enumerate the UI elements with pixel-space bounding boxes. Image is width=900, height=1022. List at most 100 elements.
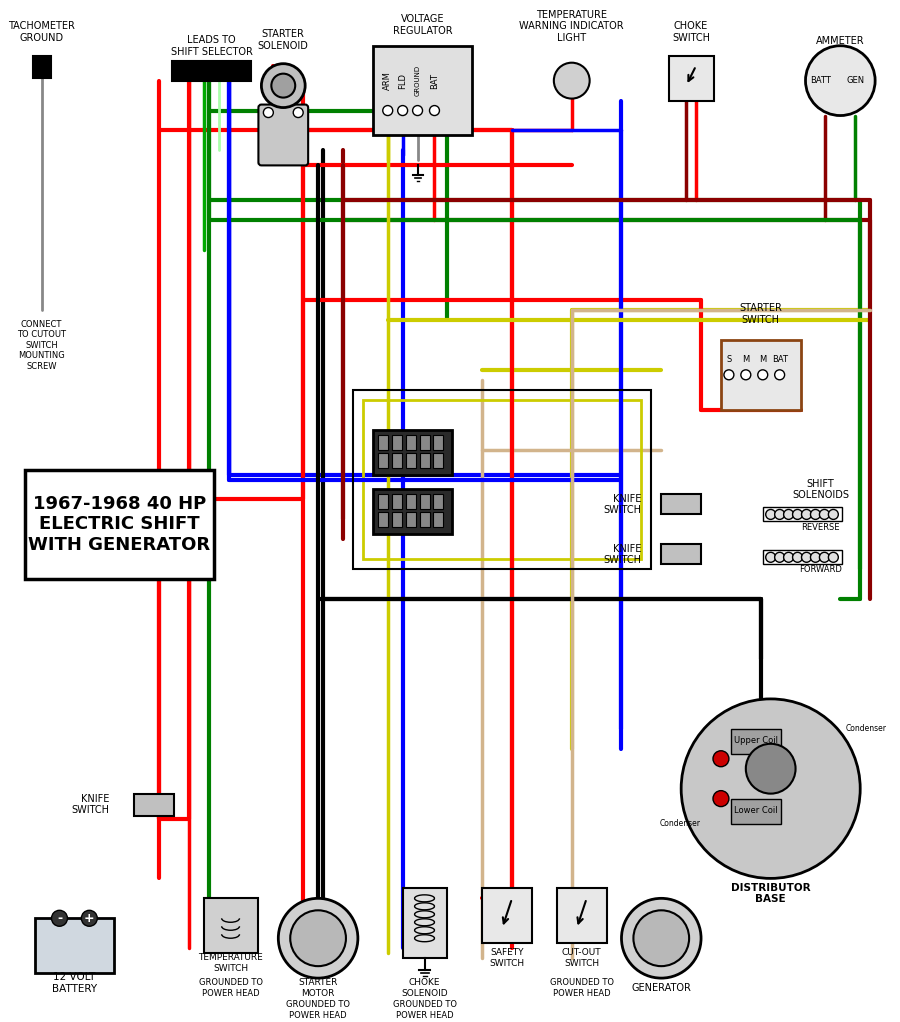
Bar <box>378 434 388 450</box>
Circle shape <box>784 552 794 562</box>
Text: STARTER
SWITCH: STARTER SWITCH <box>739 304 782 325</box>
Circle shape <box>293 107 303 118</box>
Circle shape <box>554 62 590 98</box>
Text: VOLTAGE
REGULATOR: VOLTAGE REGULATOR <box>392 14 453 36</box>
Circle shape <box>382 105 392 115</box>
Text: DISTRIBUTOR
BASE: DISTRIBUTOR BASE <box>731 883 811 904</box>
Bar <box>363 400 642 559</box>
Text: KNIFE
SWITCH: KNIFE SWITCH <box>603 544 642 565</box>
Circle shape <box>802 509 812 519</box>
Text: CHOKE
SOLENOID: CHOKE SOLENOID <box>401 978 448 997</box>
Bar <box>406 512 416 527</box>
Circle shape <box>634 911 689 966</box>
Text: REVERSE: REVERSE <box>801 523 840 532</box>
Text: FORWARD: FORWARD <box>799 565 842 574</box>
Circle shape <box>398 105 408 115</box>
Bar <box>402 888 447 959</box>
Bar <box>419 495 429 509</box>
Bar <box>434 512 444 527</box>
Text: AMMETER: AMMETER <box>816 36 865 46</box>
Text: SAFETY
SWITCH: SAFETY SWITCH <box>490 948 525 968</box>
Circle shape <box>746 744 796 794</box>
Circle shape <box>806 46 875 115</box>
Bar <box>378 453 388 467</box>
Text: BATT: BATT <box>810 76 831 85</box>
Circle shape <box>264 107 274 118</box>
Circle shape <box>758 370 768 380</box>
Bar <box>731 729 780 754</box>
Bar <box>203 898 258 954</box>
Bar <box>419 512 429 527</box>
Text: 12 VOLT
BATTERY: 12 VOLT BATTERY <box>52 972 97 994</box>
Text: TEMPERATURE
WARNING INDICATOR
LIGHT: TEMPERATURE WARNING INDICATOR LIGHT <box>519 9 624 43</box>
Text: LEADS TO
SHIFT SELECTOR: LEADS TO SHIFT SELECTOR <box>171 35 253 56</box>
Bar <box>434 495 444 509</box>
Text: GROUNDED TO
POWER HEAD: GROUNDED TO POWER HEAD <box>286 1001 350 1020</box>
Circle shape <box>784 509 794 519</box>
Text: CHOKE
SWITCH: CHOKE SWITCH <box>672 21 710 43</box>
Bar <box>662 495 701 514</box>
Bar <box>373 490 453 535</box>
Text: 1967-1968 40 HP
ELECTRIC SHIFT
WITH GENERATOR: 1967-1968 40 HP ELECTRIC SHIFT WITH GENE… <box>28 495 211 554</box>
Circle shape <box>681 699 860 878</box>
Bar <box>34 919 114 973</box>
Circle shape <box>766 552 776 562</box>
Circle shape <box>828 552 838 562</box>
Bar <box>392 434 401 450</box>
Bar <box>721 340 800 410</box>
Text: GROUNDED TO
POWER HEAD: GROUNDED TO POWER HEAD <box>199 978 263 997</box>
Circle shape <box>793 552 803 562</box>
Bar <box>762 550 842 564</box>
Circle shape <box>793 509 803 519</box>
Circle shape <box>278 898 358 978</box>
Bar <box>419 434 429 450</box>
Circle shape <box>766 509 776 519</box>
Bar <box>762 508 842 521</box>
Circle shape <box>819 509 830 519</box>
Text: +: + <box>84 912 94 925</box>
Text: ARM: ARM <box>383 72 392 90</box>
Circle shape <box>713 791 729 806</box>
Bar <box>392 512 401 527</box>
Bar <box>557 888 607 943</box>
Bar <box>670 56 714 100</box>
Bar <box>434 434 444 450</box>
Text: STARTER
SOLENOID: STARTER SOLENOID <box>257 29 309 51</box>
Text: M: M <box>742 356 750 365</box>
Bar <box>373 46 472 136</box>
Text: GENERATOR: GENERATOR <box>631 983 691 993</box>
Text: STARTER
MOTOR: STARTER MOTOR <box>299 978 338 997</box>
Text: KNIFE
SWITCH: KNIFE SWITCH <box>71 794 109 816</box>
Bar <box>32 56 50 78</box>
Circle shape <box>81 911 97 926</box>
Bar <box>482 888 532 943</box>
Circle shape <box>828 509 838 519</box>
Text: Lower Coil: Lower Coil <box>734 806 778 816</box>
Text: BAT: BAT <box>430 73 439 89</box>
Bar <box>434 453 444 467</box>
Bar <box>378 512 388 527</box>
Circle shape <box>412 105 422 115</box>
Circle shape <box>51 911 68 926</box>
Text: CONNECT
TO CUTOUT
SWITCH
MOUNTING
SCREW: CONNECT TO CUTOUT SWITCH MOUNTING SCREW <box>17 320 66 371</box>
Bar <box>134 794 174 816</box>
Circle shape <box>802 552 812 562</box>
Circle shape <box>622 898 701 978</box>
Bar <box>406 495 416 509</box>
Circle shape <box>775 370 785 380</box>
Text: CUT-OUT
SWITCH: CUT-OUT SWITCH <box>562 948 601 968</box>
Text: KNIFE
SWITCH: KNIFE SWITCH <box>603 494 642 515</box>
Text: Condenser: Condenser <box>845 725 886 734</box>
Bar <box>392 453 401 467</box>
Text: Upper Coil: Upper Coil <box>734 736 778 745</box>
Bar <box>378 495 388 509</box>
Text: -: - <box>57 912 62 925</box>
Bar <box>406 434 416 450</box>
Text: GROUND: GROUND <box>415 65 420 96</box>
Circle shape <box>811 552 821 562</box>
Circle shape <box>775 552 785 562</box>
Text: TACHOMETER
GROUND: TACHOMETER GROUND <box>8 21 75 43</box>
Bar <box>731 798 780 824</box>
Bar <box>406 453 416 467</box>
Circle shape <box>713 751 729 766</box>
